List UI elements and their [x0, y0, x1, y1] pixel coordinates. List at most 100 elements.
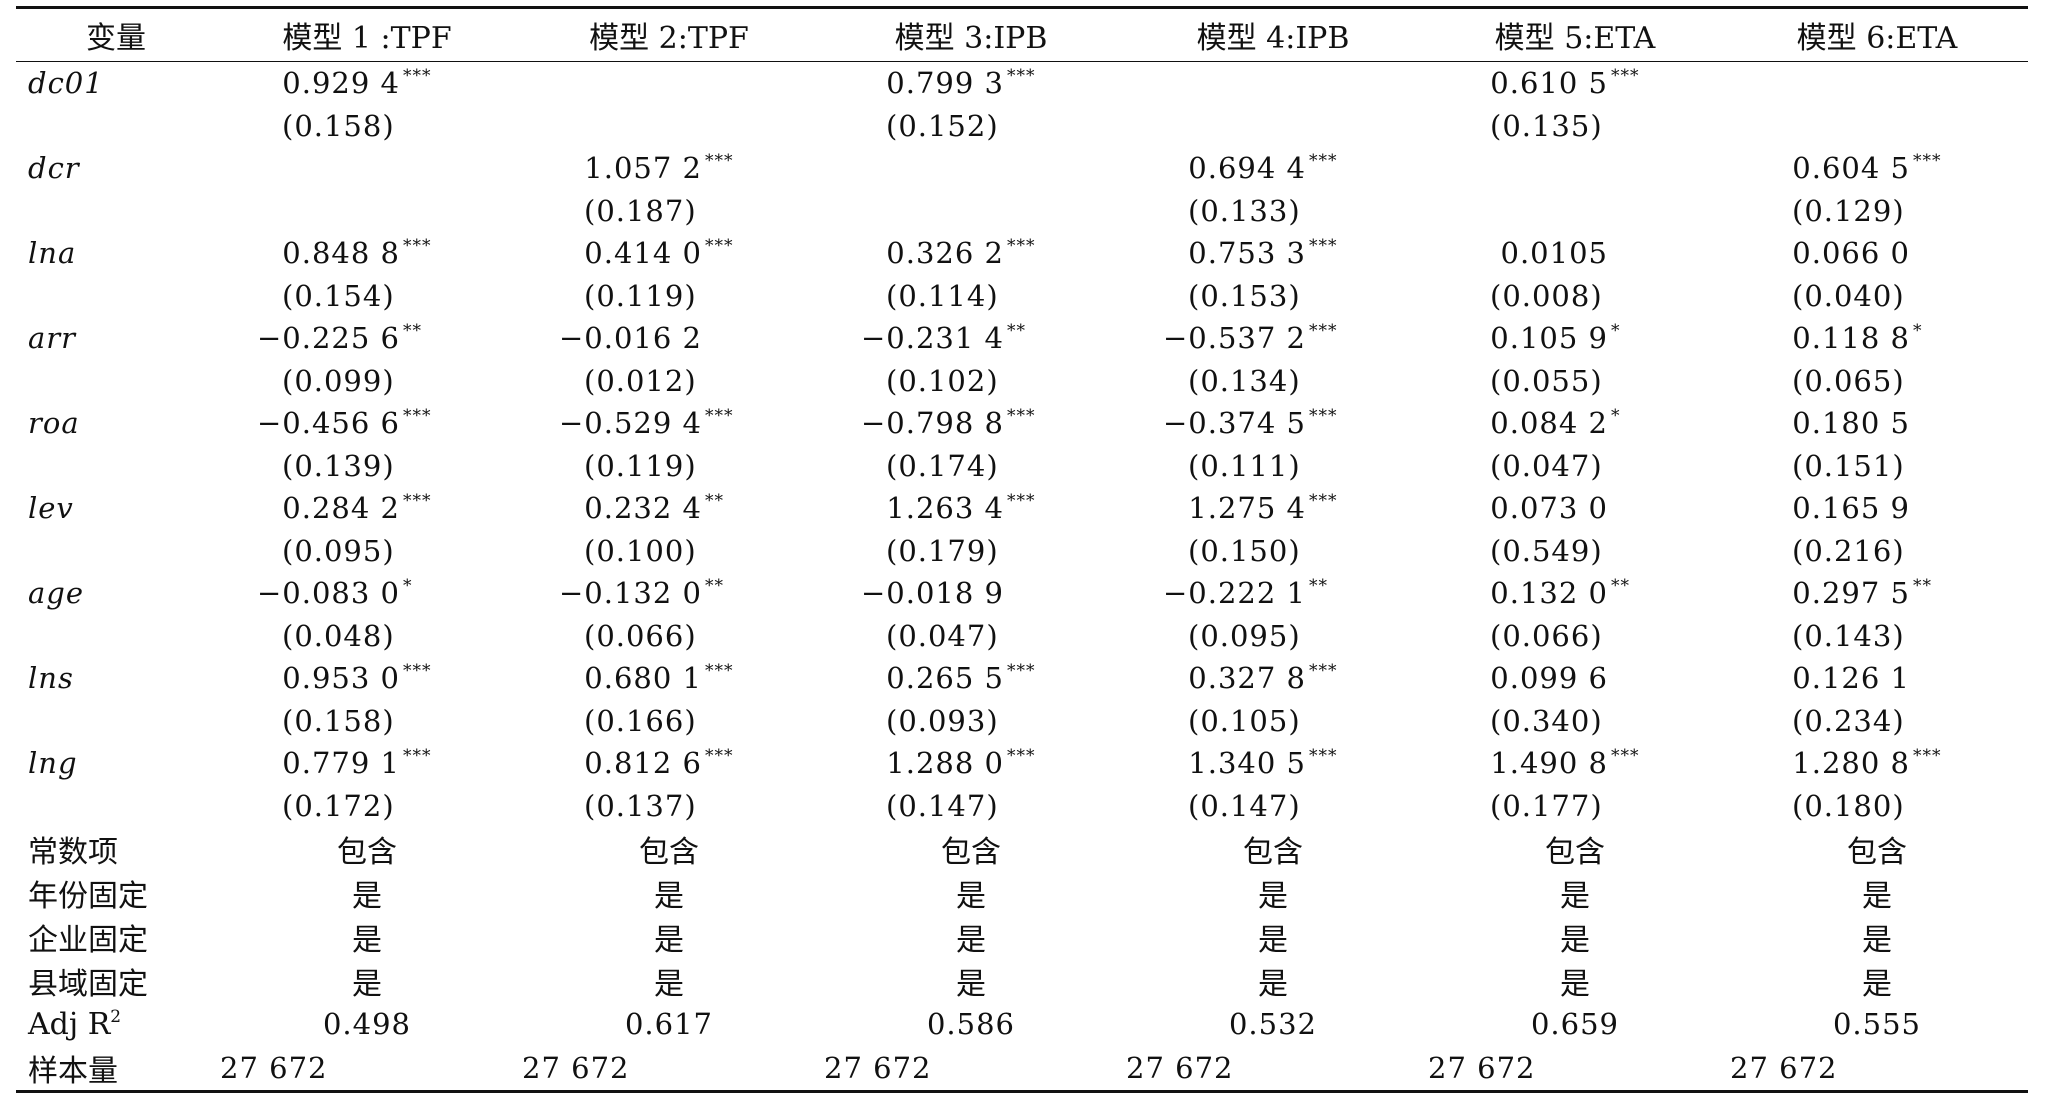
coef-number: −0.231 4 [861, 321, 1004, 356]
coef-number: 0.284 2 [282, 491, 400, 526]
coef-row-arr: arr −0.225 6 ** −0.016 2 −0.231 4 ** −0.537 2 *… [16, 317, 2028, 360]
variable-name: dc01 [28, 66, 104, 101]
standard-error-cell: (0.216) [1792, 533, 1905, 568]
coef-cell: 0.0105 [1424, 232, 1726, 275]
control-label: 常数项 [28, 835, 118, 870]
control-row: 年份固定 是 是 是 是 是 是 [16, 871, 2028, 915]
coef-number: −0.222 1 [1163, 576, 1306, 611]
control-value: 是 [352, 879, 382, 914]
significance-stars: *** [705, 151, 734, 172]
coef-row-lng: lng 0.779 1 *** 0.812 6 *** 1.288 0 *** 1.340 5… [16, 742, 2028, 785]
standard-error-cell: (0.174) [886, 448, 999, 483]
standard-error-cell: (0.135) [1490, 108, 1603, 143]
coef-value: 0.284 2 [250, 491, 400, 525]
coef-value: 1.490 8 [1458, 746, 1608, 780]
standard-error-cell: (0.012) [584, 363, 697, 398]
standard-error-cell: (0.180) [1792, 788, 1905, 823]
table-body: dc01 0.929 4 *** 0.799 3 *** 0.610 5 *** (0.158… [16, 62, 2028, 1090]
coef-number: 1.263 4 [886, 491, 1004, 526]
standard-error-cell: (0.147) [1188, 788, 1301, 823]
coef-value: 0.265 5 [854, 661, 1004, 695]
header-model-1: 模型 1 :TPF [282, 21, 452, 56]
significance-stars: ** [403, 321, 422, 342]
control-row: 企业固定 是 是 是 是 是 是 [16, 915, 2028, 959]
variable-name: lev [28, 491, 74, 526]
control-value: 是 [956, 923, 986, 958]
empty-cell [16, 530, 216, 573]
coef-cell: 0.105 9 * [1424, 317, 1726, 360]
standard-error-cell: (0.151) [1792, 448, 1905, 483]
sample-size-value: 27 672 [1428, 1050, 1536, 1085]
standard-error-cell: (0.179) [886, 533, 999, 568]
header-variable: 变量 [86, 21, 146, 56]
significance-stars: ** [1007, 321, 1026, 342]
coef-value: 0.753 3 [1156, 236, 1306, 270]
adj-r2-label-text: Adj R [28, 1006, 111, 1042]
significance-stars: *** [1007, 661, 1036, 682]
coef-value: 0.297 5 [1760, 576, 1910, 610]
coef-number: −0.132 0 [559, 576, 702, 611]
standard-error-cell: (0.147) [886, 788, 999, 823]
regression-table-body: dc01 0.929 4 *** 0.799 3 *** 0.610 5 *** (0.158… [16, 62, 2028, 1090]
coef-value: 0.066 0 [1760, 236, 1910, 270]
coef-number: 0.610 5 [1490, 66, 1608, 101]
coef-cell [1726, 62, 2028, 105]
variable-name: arr [28, 321, 77, 356]
se-row-dcr: (0.187) (0.133) (0.129) [16, 190, 2028, 233]
control-row: 县域固定 是 是 是 是 是 是 [16, 959, 2028, 1003]
control-value: 是 [1258, 967, 1288, 1002]
empty-cell [16, 105, 216, 148]
coef-value: 0.099 6 [1458, 661, 1608, 695]
coef-cell: 0.610 5 *** [1424, 62, 1726, 105]
standard-error-cell: (0.095) [282, 533, 395, 568]
coef-row-lna: lna 0.848 8 *** 0.414 0 *** 0.326 2 *** 0.753 3… [16, 232, 2028, 275]
sample-size-row: 样本量 27 672 27 672 27 672 27 672 27 672 27 672 [16, 1046, 2028, 1090]
coef-number: 1.340 5 [1188, 746, 1306, 781]
coef-cell: 0.326 2 *** [820, 232, 1122, 275]
coef-number: −0.798 8 [861, 406, 1004, 441]
coef-cell: −0.374 5 *** [1122, 402, 1424, 445]
significance-stars: *** [1309, 746, 1338, 767]
coef-cell: −0.132 0 ** [518, 572, 820, 615]
significance-stars: *** [1007, 66, 1036, 87]
coef-number: 0.084 2 [1490, 406, 1608, 441]
coef-cell [216, 147, 518, 190]
header-model-3: 模型 3:IPB [894, 21, 1048, 56]
coef-value: 0.326 2 [854, 236, 1004, 270]
control-value: 包含 [1545, 835, 1605, 870]
coef-value: −0.132 0 [552, 576, 702, 610]
coef-value: 0.180 5 [1760, 406, 1910, 440]
significance-stars: *** [705, 661, 734, 682]
coef-value: 0.610 5 [1458, 66, 1608, 100]
coef-value: 0.812 6 [552, 746, 702, 780]
standard-error-cell: (0.158) [282, 703, 395, 738]
coef-cell: 0.753 3 *** [1122, 232, 1424, 275]
coef-number: 0.680 1 [584, 661, 702, 696]
significance-stars: ** [1611, 576, 1630, 597]
se-row-lev: (0.095) (0.100) (0.179) (0.150) (0.549) (0.21… [16, 530, 2028, 573]
coef-cell: 1.057 2 *** [518, 147, 820, 190]
coef-number: 0.126 1 [1792, 661, 1910, 696]
coef-number: −0.374 5 [1163, 406, 1306, 441]
coef-value: 0.799 3 [854, 66, 1004, 100]
standard-error-cell: (0.008) [1490, 278, 1603, 313]
coef-value: −0.374 5 [1156, 406, 1306, 440]
standard-error-cell: (0.047) [886, 618, 999, 653]
header-model-4: 模型 4:IPB [1196, 21, 1350, 56]
coef-value: −0.529 4 [552, 406, 702, 440]
standard-error-cell: (0.065) [1792, 363, 1905, 398]
coef-number: −0.537 2 [1163, 321, 1306, 356]
significance-stars: *** [1309, 151, 1338, 172]
sample-size-value: 27 672 [1730, 1050, 1838, 1085]
adj-r2-label: Adj R2 [16, 1003, 216, 1046]
coef-value: −0.083 0 [250, 576, 400, 610]
coef-value: 0.327 8 [1156, 661, 1306, 695]
se-row-lns: (0.158) (0.166) (0.093) (0.105) (0.340) (0.23… [16, 700, 2028, 743]
control-value: 包含 [1847, 835, 1907, 870]
adj-r2-value: 0.498 [322, 1007, 412, 1042]
coef-cell: −0.018 9 [820, 572, 1122, 615]
significance-stars: *** [1913, 746, 1942, 767]
coef-number: −0.456 6 [257, 406, 400, 441]
coef-cell: 0.180 5 [1726, 402, 2028, 445]
coef-cell: 1.263 4 *** [820, 487, 1122, 530]
